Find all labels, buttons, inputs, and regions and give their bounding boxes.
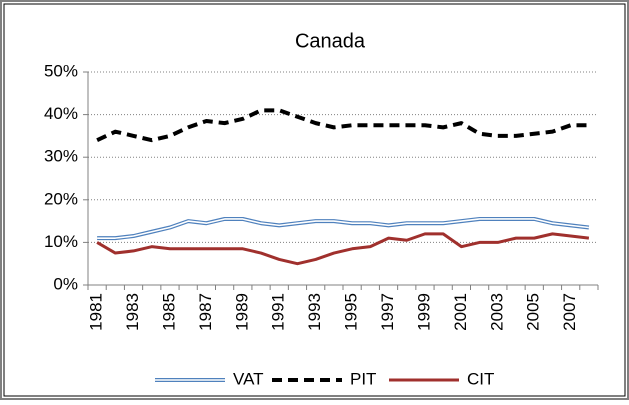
x-tick-label: 1985 [159, 293, 178, 331]
y-tick-label: 0% [53, 274, 78, 293]
y-tick-label: 20% [44, 189, 78, 208]
y-tick-label: 30% [44, 147, 78, 166]
y-tick-label: 50% [44, 61, 78, 80]
x-tick-label: 2007 [560, 293, 579, 331]
x-tick-label: 2001 [451, 293, 470, 331]
y-tick-label: 10% [44, 232, 78, 251]
x-tick-label: 1999 [414, 293, 433, 331]
x-tick-label: 2005 [524, 293, 543, 331]
y-tick-label: 40% [44, 104, 78, 123]
x-tick-label: 1981 [87, 293, 106, 331]
x-tick-label: 2003 [487, 293, 506, 331]
x-tick-label: 1987 [196, 293, 215, 331]
series-line [97, 218, 589, 239]
x-tick-label: 1991 [269, 293, 288, 331]
inner-frame [3, 3, 626, 397]
x-tick-label: 1983 [123, 293, 142, 331]
legend-label: PIT [350, 369, 376, 388]
series-line [96, 108, 589, 143]
x-tick-label: 1995 [342, 293, 361, 331]
legend-label: CIT [467, 369, 494, 388]
series-line [96, 232, 590, 266]
legend-label: VAT [233, 369, 264, 388]
x-tick-label: 1993 [305, 293, 324, 331]
x-tick-label: 1989 [232, 293, 251, 331]
chart-title: Canada [295, 30, 366, 52]
x-tick-label: 1997 [378, 293, 397, 331]
